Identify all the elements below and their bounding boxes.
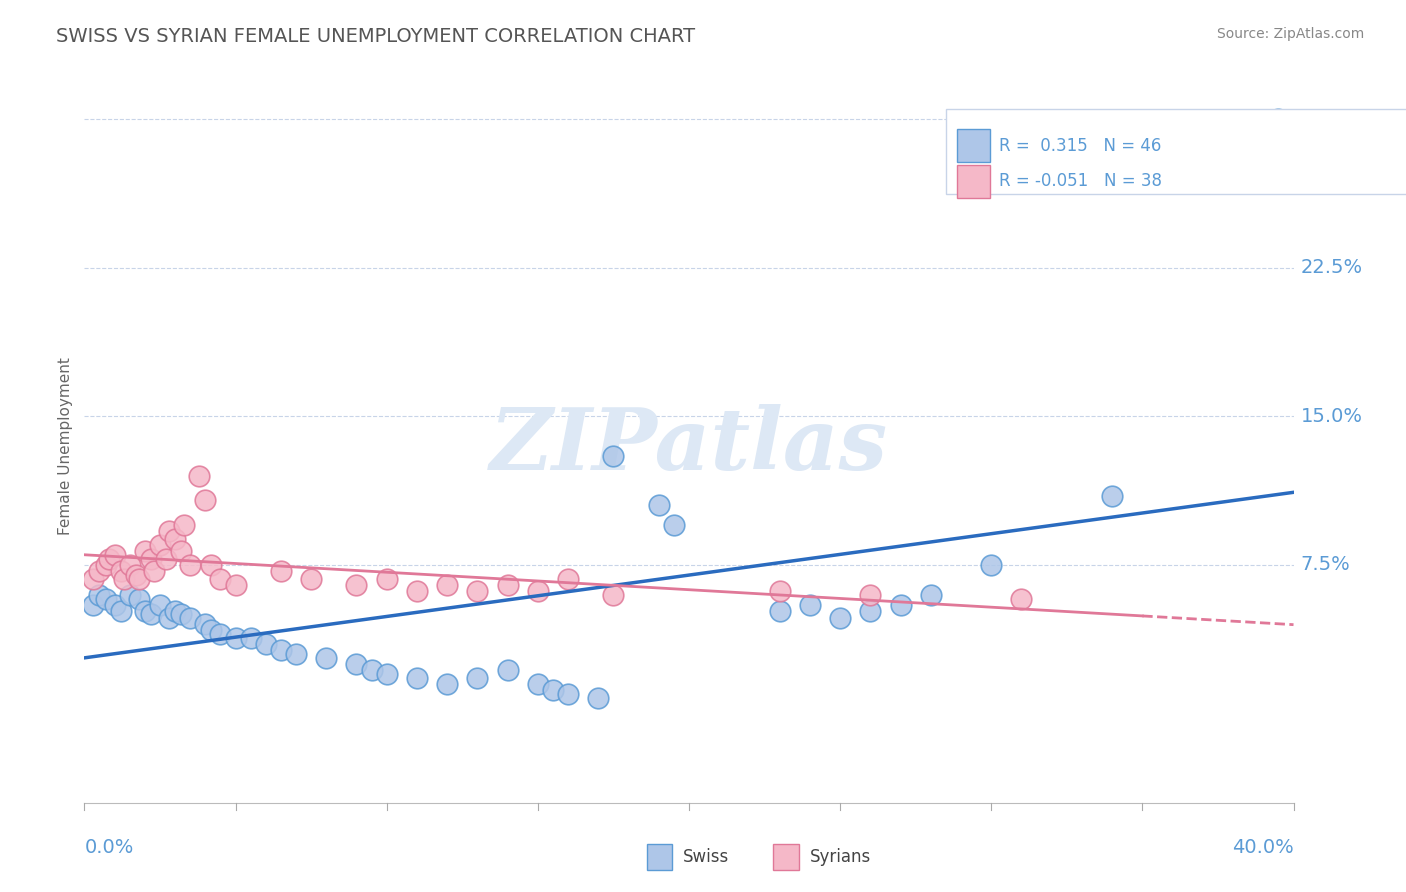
Point <box>139 607 162 622</box>
Text: 0.0%: 0.0% <box>84 838 134 857</box>
Text: Syrians: Syrians <box>810 848 872 866</box>
Text: 22.5%: 22.5% <box>1301 258 1362 277</box>
Point <box>346 657 368 671</box>
Point <box>225 578 247 592</box>
Point <box>170 607 193 622</box>
Point <box>1101 489 1123 503</box>
Point <box>1267 112 1289 126</box>
Point <box>557 687 579 701</box>
Point <box>142 564 165 578</box>
Text: Source: ZipAtlas.com: Source: ZipAtlas.com <box>1216 27 1364 41</box>
Point <box>346 578 368 592</box>
Point <box>496 663 519 677</box>
Point <box>541 682 564 697</box>
Point <box>104 548 127 562</box>
Text: ZIPatlas: ZIPatlas <box>489 404 889 488</box>
Text: 40.0%: 40.0% <box>1232 838 1294 857</box>
Point <box>890 598 912 612</box>
Point <box>436 578 458 592</box>
Point <box>94 591 117 606</box>
Point <box>194 617 217 632</box>
Point <box>157 611 180 625</box>
Point <box>97 552 120 566</box>
Point <box>134 603 156 617</box>
Point <box>209 627 232 641</box>
Point <box>467 583 489 598</box>
Text: R =  0.315   N = 46: R = 0.315 N = 46 <box>1000 136 1161 154</box>
Point <box>859 588 882 602</box>
Point <box>128 572 150 586</box>
Point <box>134 544 156 558</box>
Point <box>239 632 262 646</box>
Point <box>118 558 141 572</box>
Point <box>375 667 398 681</box>
Point <box>284 647 308 661</box>
Point <box>110 564 132 578</box>
Point <box>110 603 132 617</box>
Point <box>496 578 519 592</box>
Point <box>830 611 852 625</box>
Point <box>163 603 186 617</box>
Point <box>799 598 821 612</box>
Point <box>118 588 141 602</box>
Point <box>254 637 277 651</box>
Point <box>602 588 624 602</box>
Point <box>173 518 195 533</box>
Point <box>82 598 104 612</box>
Point <box>270 643 292 657</box>
Point <box>225 632 247 646</box>
Point <box>662 518 685 533</box>
Point <box>526 677 548 691</box>
Point <box>270 564 292 578</box>
Point <box>209 572 232 586</box>
Point <box>94 558 117 572</box>
Point <box>526 583 548 598</box>
Point <box>200 624 222 638</box>
Point <box>588 690 610 705</box>
Point <box>125 567 148 582</box>
Point <box>406 583 429 598</box>
Point <box>149 538 172 552</box>
Point <box>920 588 942 602</box>
Point <box>467 671 489 685</box>
Point <box>360 663 382 677</box>
Point <box>980 558 1002 572</box>
Y-axis label: Female Unemployment: Female Unemployment <box>58 357 73 535</box>
Text: 30.0%: 30.0% <box>1301 110 1362 128</box>
Point <box>602 449 624 463</box>
Point <box>375 572 398 586</box>
Point <box>112 572 135 586</box>
Point <box>406 671 429 685</box>
Point <box>128 591 150 606</box>
Point <box>170 544 193 558</box>
Text: Swiss: Swiss <box>683 848 730 866</box>
Point <box>647 499 671 513</box>
Point <box>769 583 792 598</box>
Point <box>769 603 792 617</box>
Point <box>299 572 322 586</box>
Text: R = -0.051   N = 38: R = -0.051 N = 38 <box>1000 172 1163 191</box>
Point <box>179 611 201 625</box>
Point <box>155 552 177 566</box>
Point <box>149 598 172 612</box>
Text: 7.5%: 7.5% <box>1301 556 1350 574</box>
Point <box>139 552 162 566</box>
Point <box>179 558 201 572</box>
Point <box>89 564 111 578</box>
Point <box>1010 591 1032 606</box>
Text: 15.0%: 15.0% <box>1301 407 1362 425</box>
Point <box>315 651 337 665</box>
Point <box>557 572 579 586</box>
Point <box>157 524 180 539</box>
Point <box>194 492 217 507</box>
Point <box>82 572 104 586</box>
Point <box>89 588 111 602</box>
Point <box>104 598 127 612</box>
Point <box>200 558 222 572</box>
Point <box>188 468 211 483</box>
Point <box>163 532 186 546</box>
Point <box>436 677 458 691</box>
Text: SWISS VS SYRIAN FEMALE UNEMPLOYMENT CORRELATION CHART: SWISS VS SYRIAN FEMALE UNEMPLOYMENT CORR… <box>56 27 696 45</box>
Point <box>859 603 882 617</box>
